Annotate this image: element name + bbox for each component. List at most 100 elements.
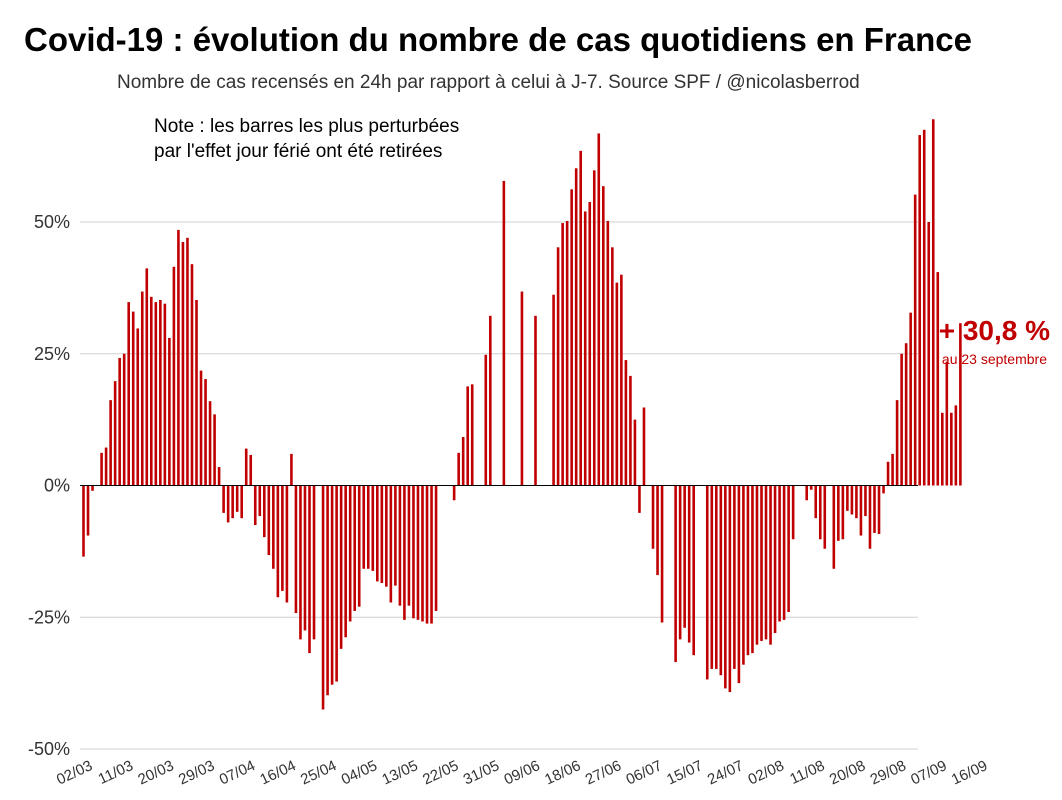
bar	[782, 485, 786, 620]
bar	[312, 485, 316, 640]
bar	[950, 412, 953, 486]
bar	[330, 485, 334, 685]
bar	[936, 272, 940, 486]
bar	[552, 294, 555, 486]
bar	[846, 485, 849, 511]
x-tick-label: 16/09	[949, 757, 990, 788]
y-tick-label: -25%	[28, 607, 70, 627]
bar	[534, 315, 537, 486]
bar	[249, 454, 253, 486]
bar	[394, 485, 397, 586]
x-tick-label: 31/05	[461, 757, 502, 788]
bar	[629, 375, 632, 486]
bar	[308, 485, 311, 654]
bar	[909, 312, 912, 486]
bar	[809, 485, 813, 490]
bar	[226, 485, 230, 523]
bar	[263, 485, 266, 538]
bar	[818, 485, 822, 540]
y-tick-label: 0%	[44, 476, 70, 496]
bar	[104, 447, 108, 486]
note-line-2: par l'effet jour férié ont été retirées	[154, 141, 442, 162]
x-tick-label: 02/08	[746, 757, 787, 788]
bar	[913, 194, 917, 486]
bar	[195, 300, 198, 486]
y-tick-label: 50%	[34, 212, 70, 232]
bar	[737, 485, 741, 684]
bar	[127, 302, 130, 486]
bar	[787, 485, 790, 612]
x-tick-label: 24/07	[705, 757, 746, 788]
bar	[118, 357, 121, 486]
bar	[832, 485, 836, 569]
bar	[398, 485, 402, 606]
bar	[746, 485, 750, 656]
bar	[805, 485, 808, 501]
bar	[100, 452, 103, 486]
chart-subtitle: Nombre de cas recensés en 24h par rappor…	[117, 72, 860, 93]
bar	[82, 485, 85, 557]
annotation-date: au 23 septembre	[942, 351, 1047, 367]
bar	[764, 485, 768, 640]
bar	[724, 485, 727, 689]
bar	[769, 485, 772, 645]
bar	[357, 485, 361, 607]
bar	[959, 323, 962, 486]
bar	[86, 485, 90, 536]
bar	[253, 485, 257, 526]
bar	[900, 353, 903, 486]
bar	[172, 266, 176, 486]
bar	[159, 300, 162, 486]
bar	[380, 485, 384, 583]
x-tick-label: 02/03	[54, 757, 95, 788]
x-tick-label: 20/03	[135, 757, 176, 788]
bar	[742, 485, 745, 665]
bar	[353, 485, 356, 611]
bar	[150, 296, 153, 486]
y-axis-ticks: 50% 25% 0% -25% -50%	[28, 212, 70, 759]
bar	[931, 119, 935, 486]
bar	[624, 360, 628, 486]
bar	[366, 485, 370, 569]
bar	[177, 229, 180, 486]
bar	[877, 485, 881, 534]
bars	[82, 119, 962, 710]
bar	[154, 302, 158, 486]
bar	[841, 485, 845, 540]
bar	[904, 343, 908, 486]
bar	[859, 485, 863, 536]
bar	[244, 448, 248, 486]
bar	[344, 485, 347, 638]
bar	[755, 485, 759, 645]
bar	[683, 485, 686, 628]
bar	[181, 242, 185, 486]
bar	[267, 485, 271, 556]
bar	[597, 133, 601, 486]
bar	[290, 453, 293, 486]
bar	[520, 291, 524, 486]
bar	[335, 485, 338, 682]
bar	[565, 220, 569, 486]
bar	[864, 485, 867, 517]
bar	[168, 337, 171, 486]
bar	[868, 485, 872, 549]
bar	[140, 291, 144, 486]
bar	[588, 201, 592, 486]
bar	[231, 485, 234, 519]
bar	[145, 268, 149, 486]
bar	[719, 485, 723, 676]
bar	[109, 400, 112, 486]
bar	[728, 485, 732, 693]
bar	[113, 381, 117, 486]
x-tick-label: 29/08	[868, 757, 909, 788]
bar	[791, 485, 795, 540]
bar	[285, 485, 289, 603]
bar	[656, 485, 659, 576]
bar	[339, 485, 343, 649]
bar	[326, 485, 329, 696]
bar	[276, 485, 280, 598]
bar	[674, 485, 677, 663]
bar	[484, 354, 488, 486]
bar	[945, 361, 949, 486]
